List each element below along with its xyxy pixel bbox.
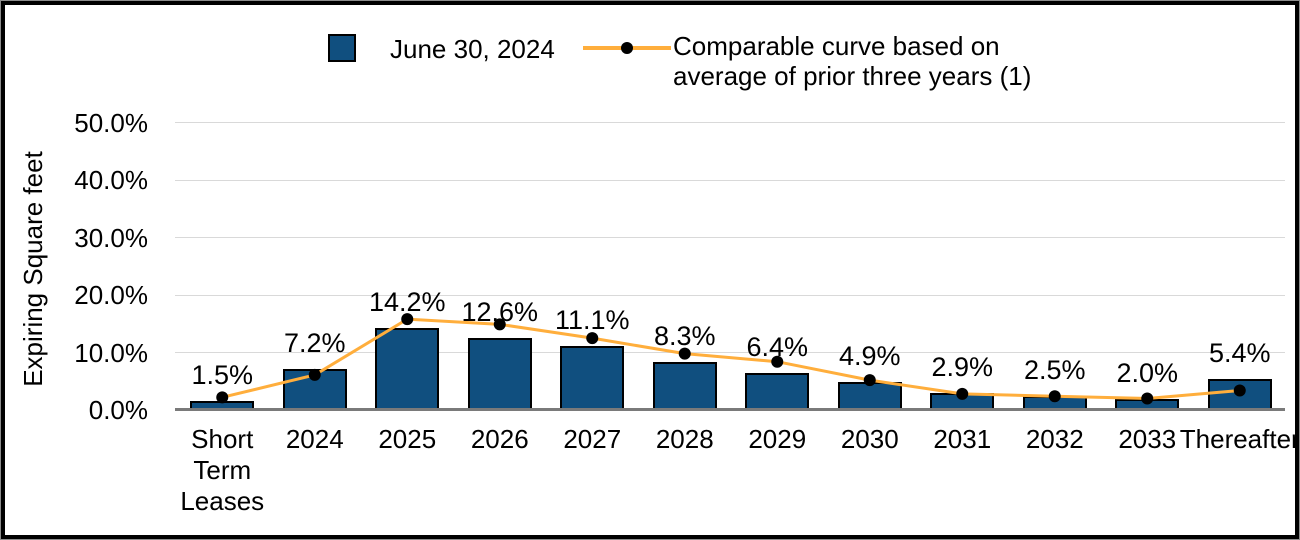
- bar-value-label: 12.6%: [461, 296, 539, 327]
- trend-point: [493, 318, 506, 331]
- y-tick-label: 30.0%: [74, 222, 148, 253]
- gridline-10: [175, 352, 1285, 353]
- x-axis-label-2026: 2026: [470, 424, 529, 454]
- trend-point: [1048, 390, 1061, 403]
- gridline-20: [175, 294, 1285, 296]
- bar-value-label: 11.1%: [554, 305, 630, 336]
- bar-value-label: 7.2%: [283, 327, 346, 358]
- gridline-40: [175, 179, 1285, 181]
- bar-value-label: 2.0%: [1116, 357, 1179, 388]
- x-axis-label-2027: 2027: [563, 424, 622, 454]
- trend-point: [771, 355, 784, 368]
- x-axis-label-2031: 2031: [933, 424, 992, 454]
- legend-label-comparable-curve: Comparable curve based on average of pri…: [673, 31, 1032, 91]
- x-axis-label-2024: 2024: [285, 424, 344, 454]
- legend-line-marker-icon: [621, 42, 633, 54]
- trend-point: [863, 374, 876, 387]
- x-axis-label-2032: 2032: [1025, 424, 1084, 454]
- trend-point: [1233, 384, 1246, 397]
- gridline-30: [175, 237, 1285, 238]
- trend-point: [216, 391, 229, 404]
- bar-value-label: 2.5%: [1023, 354, 1086, 385]
- x-axis-line: [175, 407, 1285, 411]
- bar-value-label: 6.4%: [746, 332, 809, 363]
- legend-bar-swatch: [328, 34, 356, 62]
- y-tick-label: 40.0%: [74, 165, 148, 195]
- y-tick-label: 0.0%: [88, 395, 148, 425]
- x-axis-label-2028: 2028: [655, 424, 714, 454]
- trend-point: [586, 332, 599, 345]
- y-tick-label: 50.0%: [74, 107, 148, 138]
- x-axis-label-2025: 2025: [378, 424, 437, 454]
- bar-value-label: 4.9%: [838, 340, 901, 371]
- bar-value-label: 5.4%: [1208, 337, 1271, 368]
- bar-value-label: 1.5%: [191, 360, 254, 391]
- trend-line: [221, 317, 1240, 401]
- trend-point: [308, 368, 321, 381]
- bar-value-label: 14.2%: [368, 287, 446, 318]
- bar-value-label: 2.9%: [931, 352, 994, 383]
- x-axis-label-short-term-leases: Short Term Leases: [180, 424, 265, 516]
- trend-point: [401, 313, 414, 326]
- legend-label-june-30-2024: June 30, 2024: [390, 34, 555, 64]
- bar-value-label: 8.3%: [653, 321, 716, 352]
- x-axis-label-2030: 2030: [840, 424, 899, 454]
- trend-point: [1141, 392, 1154, 405]
- x-axis-label-thereafter: Thereafter: [1179, 424, 1300, 454]
- bar-2026: [467, 337, 532, 410]
- y-tick-label: 20.0%: [74, 280, 148, 310]
- x-axis-label-2029: 2029: [748, 424, 807, 454]
- gridline-50: [175, 122, 1285, 123]
- trend-point: [678, 347, 691, 360]
- x-axis-label-2033: 2033: [1118, 424, 1177, 454]
- trend-point: [956, 387, 969, 400]
- y-tick-label: 10.0%: [74, 337, 148, 368]
